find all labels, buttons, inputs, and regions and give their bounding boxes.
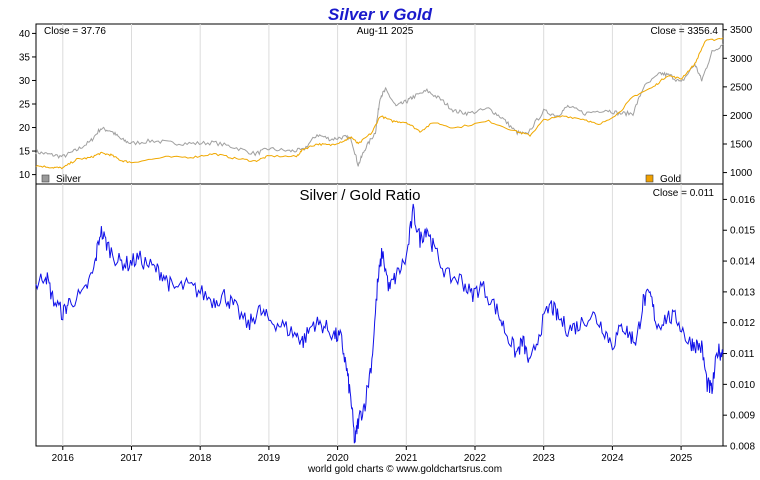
ratio-tick-label: 0.016 [730,195,755,206]
series-line-gold [35,37,724,170]
x-tick-label: 2024 [601,453,624,464]
chart-title: Silver v Gold [328,5,433,24]
gold-close-label: Close = 3356.4 [650,26,718,37]
y-tick-label-right: 2000 [730,111,753,122]
y-tick-label-left: 15 [19,147,31,158]
y-tick-label-left: 10 [19,170,31,181]
y-tick-label-right: 3000 [730,54,753,65]
y-tick-label-right: 3500 [730,25,753,36]
y-tick-label-left: 25 [19,100,31,111]
series-line-ratio [35,203,724,444]
ratio-tick-label: 0.012 [730,318,755,329]
x-tick-label: 2025 [670,453,693,464]
ratio-axis: 0.016 0.015 0.014 0.013 0.012 0.011 0.010 0.009… [723,195,755,453]
bottom-panel-frame [35,183,724,447]
y-tick-label-right: 2500 [730,82,753,93]
top-left-axis: 10 15 20 25 30 35 40 [19,29,36,181]
x-tick-label: 2023 [533,453,556,464]
footer-credit: world gold charts © www.goldchartsrus.co… [307,464,502,475]
y-tick-label-left: 35 [19,52,31,63]
x-tick-label: 2019 [258,453,281,464]
ratio-close-label: Close = 0.011 [653,188,715,199]
x-tick-label: 2017 [120,453,143,464]
ratio-tick-label: 0.014 [730,257,755,268]
ratio-panel-title: Silver / Gold Ratio [300,187,421,204]
x-tick-label: 2016 [52,453,75,464]
ratio-tick-label: 0.009 [730,411,755,422]
y-tick-label-left: 40 [19,29,31,40]
date-label: Aug-11 2025 [357,26,414,37]
ratio-tick-label: 0.015 [730,226,755,237]
legend-label-gold: Gold [660,174,681,185]
silver-close-label: Close = 37.76 [44,26,106,37]
y-tick-label-left: 20 [19,123,31,134]
year-axis: 2016 2017 2018 2019 2020 2021 2022 2023 2024 2025 [52,446,693,464]
x-tick-label: 2021 [395,453,418,464]
ratio-tick-label: 0.010 [730,380,755,391]
series-line-silver [35,43,724,167]
top-right-axis: 1000 1500 2000 2500 3000 3500 [723,25,753,179]
ratio-tick-label: 0.011 [730,349,755,360]
y-tick-label-right: 1000 [730,168,753,179]
top-panel-grid [62,24,682,184]
x-tick-label: 2022 [464,453,487,464]
x-tick-label: 2020 [326,453,349,464]
legend-swatch-gold [645,174,654,183]
x-tick-label: 2018 [189,453,212,464]
legend-label-silver: Silver [56,174,82,185]
y-tick-label-right: 1500 [730,140,753,151]
y-tick-label-left: 30 [19,76,31,87]
ratio-tick-label: 0.013 [730,287,755,298]
ratio-tick-label: 0.008 [730,442,755,453]
legend-swatch-silver [41,174,50,183]
